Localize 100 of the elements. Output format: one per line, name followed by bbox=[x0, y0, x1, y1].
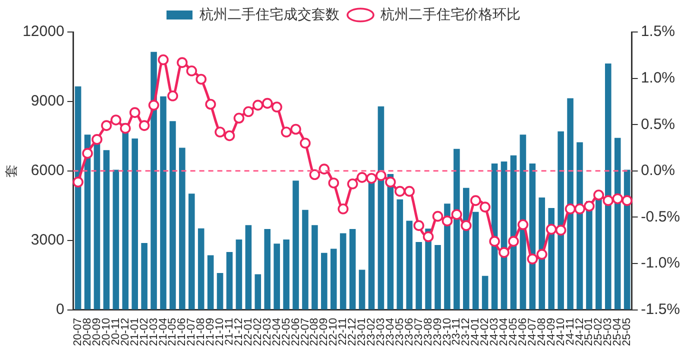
bar bbox=[74, 86, 82, 310]
x-tick-label: 22-01 bbox=[242, 318, 254, 346]
point bbox=[300, 138, 311, 149]
point bbox=[271, 102, 282, 112]
point bbox=[385, 176, 396, 188]
bar bbox=[207, 255, 214, 310]
bar bbox=[444, 204, 450, 310]
bar bbox=[596, 198, 602, 310]
point bbox=[82, 148, 93, 159]
legend-label: 杭州二手住宅成交套数 bbox=[198, 6, 340, 22]
bar bbox=[254, 274, 262, 310]
point bbox=[328, 178, 340, 188]
x-tick-label: 20-11 bbox=[110, 318, 122, 346]
y-tick-label: 12000 bbox=[22, 23, 64, 40]
bar bbox=[482, 276, 488, 310]
x-tick-label: 22-05 bbox=[280, 318, 292, 346]
point bbox=[394, 186, 406, 197]
bar bbox=[378, 106, 384, 310]
x-tick-label: 24-07 bbox=[526, 318, 538, 346]
point bbox=[622, 195, 632, 206]
x-tick-label: 23-08 bbox=[422, 318, 434, 346]
bar bbox=[198, 228, 204, 310]
bar bbox=[340, 233, 346, 310]
point bbox=[574, 204, 586, 214]
x-tick-label: 23-07 bbox=[412, 318, 425, 346]
point bbox=[252, 100, 264, 111]
bar bbox=[264, 229, 271, 310]
point bbox=[129, 107, 140, 118]
x-tick-label: 23-09 bbox=[432, 318, 444, 346]
bar bbox=[614, 138, 621, 310]
y-tick-label: 6000 bbox=[30, 162, 64, 180]
y2-tick-label: 0.5% bbox=[640, 116, 676, 133]
bar bbox=[245, 225, 252, 310]
point bbox=[404, 186, 415, 197]
point bbox=[518, 219, 528, 230]
point bbox=[290, 124, 302, 135]
bar bbox=[472, 212, 479, 310]
bar bbox=[283, 239, 290, 310]
bar bbox=[141, 242, 148, 310]
point bbox=[243, 106, 254, 118]
x-tick-label: 23-04 bbox=[384, 318, 396, 346]
x-tick-label: 23-06 bbox=[403, 318, 416, 346]
bar bbox=[454, 148, 460, 310]
bar bbox=[236, 239, 242, 310]
x-tick-label: 21-12 bbox=[233, 318, 245, 346]
point bbox=[72, 176, 84, 188]
point bbox=[480, 202, 490, 212]
point bbox=[234, 112, 244, 124]
point bbox=[451, 209, 462, 220]
point bbox=[138, 120, 150, 131]
y2-tick-label: 1.0% bbox=[640, 69, 676, 86]
bar bbox=[567, 98, 574, 310]
point bbox=[498, 247, 510, 258]
x-tick-label: 22-06 bbox=[290, 318, 302, 346]
point bbox=[120, 122, 131, 134]
point bbox=[176, 57, 188, 68]
point bbox=[205, 98, 216, 110]
point bbox=[262, 98, 273, 109]
point bbox=[432, 210, 444, 222]
bar bbox=[179, 148, 186, 310]
bar bbox=[463, 188, 470, 310]
point bbox=[612, 193, 624, 204]
point bbox=[196, 74, 207, 85]
x-tick-label: 20-10 bbox=[100, 318, 112, 346]
x-tick-label: 21-03 bbox=[148, 318, 160, 346]
x-tick-label: 24-08 bbox=[536, 318, 548, 346]
y-tick-label: 0 bbox=[56, 301, 64, 318]
y-tick-label: 3000 bbox=[30, 232, 64, 249]
legend-label: 杭州二手住宅价格环比 bbox=[380, 6, 520, 22]
bar bbox=[188, 194, 195, 310]
point bbox=[148, 100, 160, 111]
x-tick-label: 24-06 bbox=[516, 318, 529, 346]
point bbox=[470, 195, 482, 206]
point bbox=[489, 236, 500, 247]
point bbox=[508, 236, 519, 247]
point bbox=[460, 220, 472, 231]
bar bbox=[150, 52, 157, 310]
bar bbox=[330, 248, 337, 310]
point bbox=[366, 172, 377, 184]
bar bbox=[586, 201, 592, 310]
y2-tick-label: -1.0% bbox=[640, 254, 680, 272]
bar bbox=[132, 138, 138, 310]
y2-tick-label: 1.5% bbox=[640, 23, 676, 40]
bar bbox=[416, 242, 422, 310]
bar bbox=[170, 121, 176, 310]
bar bbox=[321, 252, 328, 310]
bar bbox=[216, 273, 224, 310]
point bbox=[564, 204, 576, 214]
point bbox=[536, 248, 548, 260]
x-tick-label: 25-05 bbox=[621, 318, 634, 346]
bar bbox=[292, 180, 299, 310]
x-tick-label: 21-01 bbox=[128, 318, 141, 346]
point bbox=[186, 66, 198, 76]
bar bbox=[274, 244, 280, 310]
bar bbox=[312, 225, 318, 310]
point bbox=[546, 224, 557, 235]
point bbox=[584, 200, 595, 212]
bar bbox=[122, 123, 129, 310]
x-tick-label: 22-03 bbox=[261, 318, 274, 346]
point bbox=[347, 178, 358, 190]
